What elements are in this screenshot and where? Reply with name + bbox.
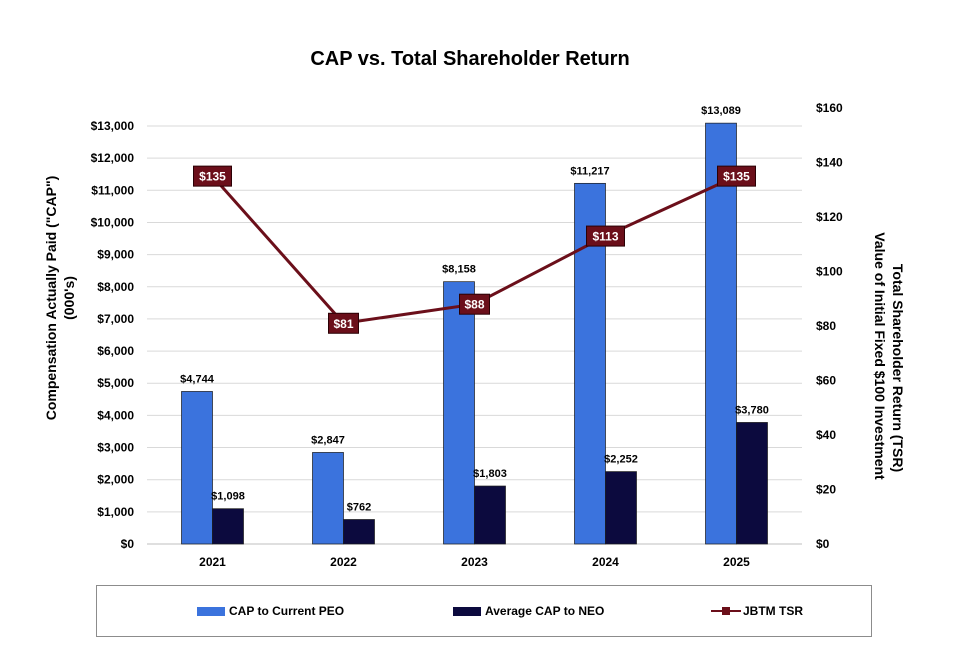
left-tick-label: $7,000: [97, 312, 134, 326]
legend: CAP to Current PEO Average CAP to NEO JB…: [96, 585, 872, 637]
left-tick-label: $13,000: [91, 119, 135, 133]
right-tick-label: $40: [816, 428, 836, 442]
bar-cap-neo: [343, 519, 375, 545]
left-tick-label: $9,000: [97, 248, 134, 262]
left-tick-label: $12,000: [91, 151, 135, 165]
data-label-tsr: $81: [333, 317, 353, 331]
data-label-cap-peo: $13,089: [701, 105, 741, 117]
data-label-cap-peo: $11,217: [570, 165, 609, 177]
right-axis-title-subtitle: Value of Initial Fixed $100 Investment: [872, 232, 888, 480]
data-label-cap-peo: $4,744: [180, 373, 215, 385]
bars: [181, 122, 768, 545]
left-tick-label: $1,000: [97, 505, 134, 519]
data-label-cap-neo: $3,780: [735, 404, 769, 416]
data-label-cap-neo: $2,252: [604, 454, 638, 466]
right-tick-label: $20: [816, 483, 836, 497]
left-tick-label: $10,000: [91, 215, 135, 229]
data-label-tsr: $113: [592, 230, 618, 244]
data-label-cap-neo: $1,803: [473, 468, 507, 480]
left-tick-label: $4,000: [97, 408, 134, 422]
legend-label-cap-peo: CAP to Current PEO: [229, 604, 345, 618]
legend-swatch-tsr-icon: [711, 607, 741, 615]
data-labels: $4,744 $1,098 $2,847 $762 $8,158 $1,803 $11,21…: [180, 105, 769, 513]
chart-title: CAP vs. Total Shareholder Return: [310, 48, 629, 70]
x-tick-label: 2025: [723, 555, 750, 569]
tsr-marker: [717, 165, 756, 187]
tsr-marker: [586, 225, 625, 247]
right-tick-label: $0: [816, 537, 830, 551]
data-label-cap-peo: $8,158: [442, 264, 476, 276]
left-tick-label: $5,000: [97, 376, 134, 390]
left-axis-title-units: (000's): [61, 276, 77, 320]
right-tick-label: $160: [816, 101, 843, 115]
left-tick-label: $11,000: [91, 183, 134, 197]
bar-cap-neo: [212, 508, 244, 545]
tsr-marker: [459, 293, 490, 315]
tsr-line-layer: [193, 165, 756, 334]
right-tick-label: $60: [816, 374, 836, 388]
right-tick-label: $120: [816, 210, 843, 224]
right-axis-title: Total Shareholder Return (TSR): [890, 264, 906, 472]
legend-label-cap-neo: Average CAP to NEO: [485, 604, 605, 618]
legend-swatch-cap-peo: [197, 606, 225, 616]
bar-cap-peo: [181, 391, 213, 545]
x-tick-label: 2023: [461, 555, 488, 569]
legend-item-cap-neo: Average CAP to NEO: [453, 604, 604, 618]
chart-svg: CAP vs. Total Shareholder Return $0 $1,00…: [43, 48, 906, 569]
x-tick-label: 2024: [592, 555, 619, 569]
data-label-tsr: $135: [723, 170, 750, 184]
x-tick-label: 2022: [330, 555, 357, 569]
bar-cap-neo: [605, 471, 637, 545]
left-axis-title: Compensation Actually Paid ("CAP"): [43, 176, 59, 421]
left-tick-label: $6,000: [97, 344, 134, 358]
bar-cap-peo: [443, 281, 475, 545]
right-tick-label: $80: [816, 319, 836, 333]
right-tick-label: $140: [816, 156, 843, 170]
legend-swatch-cap-neo: [453, 606, 481, 616]
data-label-cap-neo: $1,098: [211, 491, 245, 503]
bar-cap-peo: [312, 452, 344, 545]
x-tick-label: 2021: [199, 555, 226, 569]
data-label-cap-peo: $2,847: [311, 434, 345, 446]
left-tick-label: $3,000: [97, 441, 134, 455]
left-tick-label: $2,000: [97, 473, 134, 487]
tsr-marker: [328, 312, 359, 334]
right-tick-label: $100: [816, 265, 843, 279]
legend-label-tsr: JBTM TSR: [743, 604, 803, 618]
left-tick-label: $8,000: [97, 280, 134, 294]
legend-item-cap-peo: CAP to Current PEO: [197, 604, 344, 618]
left-tick-label: $0: [121, 537, 135, 551]
bar-cap-peo: [705, 122, 737, 545]
data-label-cap-neo: $762: [347, 501, 371, 513]
data-label-tsr: $135: [199, 170, 226, 184]
bar-cap-neo: [736, 422, 768, 545]
axis-ticks: $0 $1,000 $2,000 $3,000 $4,000 $5,000 $6,000 $7…: [91, 101, 843, 569]
tsr-marker: [193, 165, 232, 187]
legend-item-tsr: JBTM TSR: [711, 604, 803, 618]
bar-cap-neo: [474, 485, 506, 545]
data-label-tsr: $88: [464, 298, 484, 312]
